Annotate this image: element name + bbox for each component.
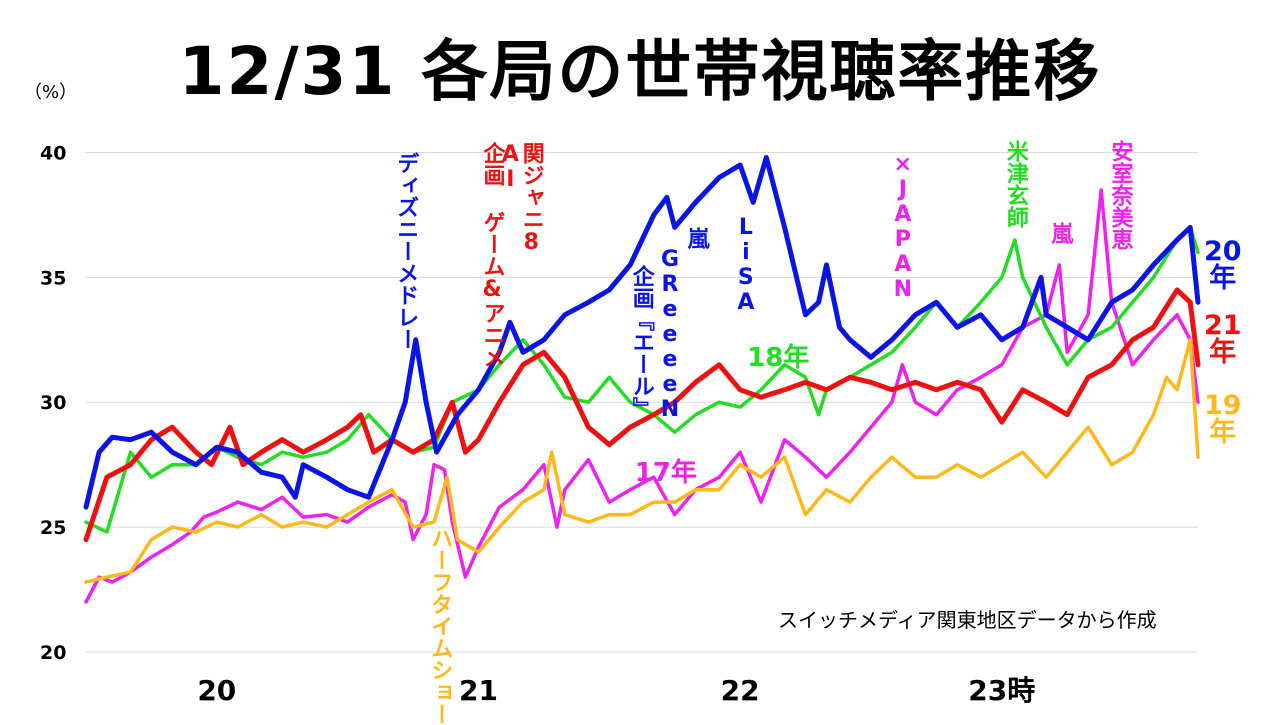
annotation-label: 嵐 — [683, 227, 709, 250]
legend-item: 19 年 — [1204, 390, 1242, 448]
annotation-label: 嵐 — [1047, 222, 1073, 245]
y-tick-label: 20 — [40, 642, 66, 664]
annotation-label: 米津玄師 — [1002, 140, 1028, 228]
series-line-2017 — [84, 188, 1200, 604]
annotation-label: GReeeeN — [657, 247, 683, 423]
y-tick-label: 40 — [40, 142, 66, 164]
series-line-2021 — [83, 287, 1201, 543]
x-tick-label: 20 — [197, 674, 236, 707]
annotation-label: ハーフタイムショー — [427, 527, 453, 725]
annotation-label: ×JAPAN — [890, 152, 916, 303]
annotation-label: AI — [497, 142, 523, 193]
source-note: スイッチメディア関東地区データから作成 — [778, 608, 1157, 632]
annotation-label: 関ジャニ8 — [518, 142, 544, 256]
y-tick-label: 25 — [40, 517, 66, 539]
y-tick-label: 30 — [40, 392, 66, 414]
legend-item: 20 年 — [1204, 236, 1242, 294]
chart-title: 12/31 各局の世帯視聴率推移 — [178, 33, 1102, 110]
x-tick-label: 22 — [721, 674, 760, 707]
series-line-2019 — [84, 338, 1200, 584]
annotation-label: ディズニーメドレー — [393, 152, 419, 351]
x-tick-label: 23時 — [968, 674, 1035, 707]
x-tick-label: 21 — [459, 674, 498, 707]
annotation-label: 安室奈美恵 — [1107, 140, 1133, 250]
series-inline-label: 17年 — [634, 458, 697, 489]
series-line-2020 — [83, 155, 1201, 510]
series-inline-label: 18年 — [747, 343, 810, 374]
series-line-2018 — [84, 225, 1200, 534]
annotation-label: 企画 ゲーム&アニメ — [479, 142, 505, 369]
y-axis-unit-label: （%） — [24, 82, 78, 103]
y-tick-label: 35 — [40, 267, 66, 289]
legend-item: 21 年 — [1204, 310, 1242, 368]
annotation-label: LiSA — [733, 214, 759, 315]
annotation-label: 企画『エール』 — [628, 264, 654, 419]
